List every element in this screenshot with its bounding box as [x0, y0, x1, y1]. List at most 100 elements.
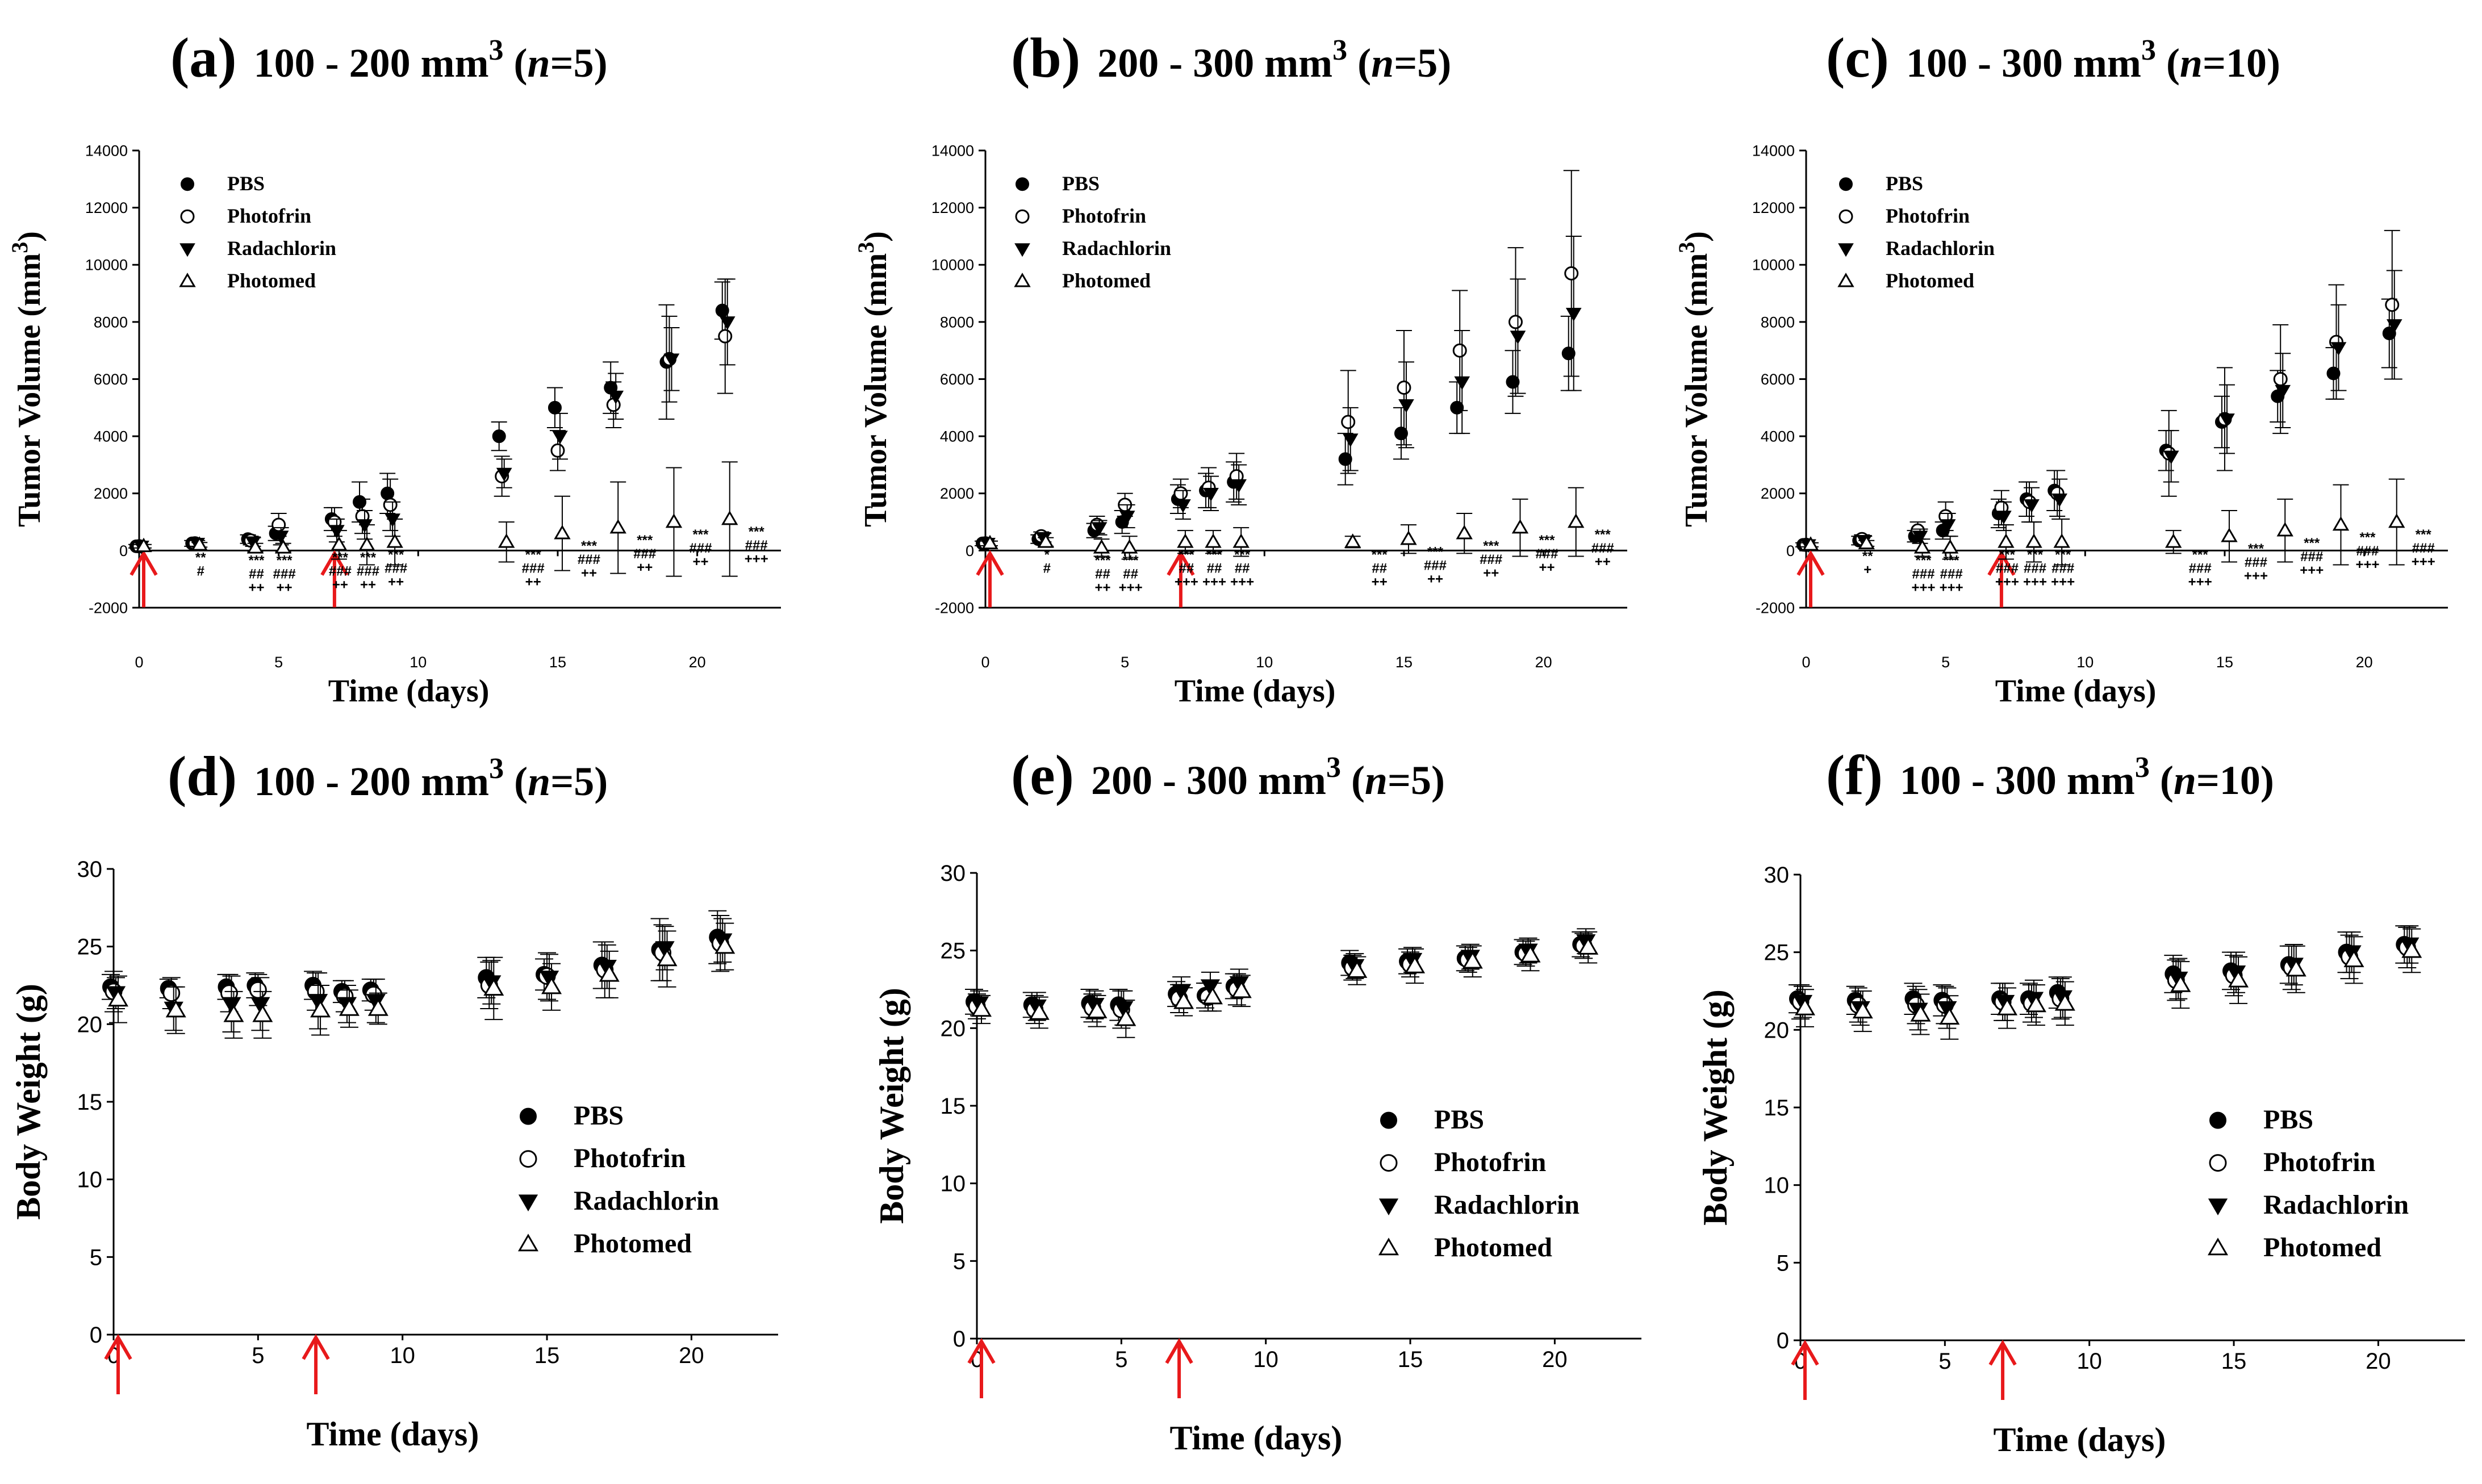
data-point-radachlorin	[1912, 530, 1928, 545]
significance-mark: ##	[1235, 561, 1250, 576]
data-point-photomed	[367, 998, 388, 1016]
y-tick-label: 0	[119, 542, 128, 559]
x-tick-label: 15	[549, 654, 566, 671]
significance-mark: ###	[2300, 549, 2323, 565]
significance-mark: ***	[2192, 547, 2209, 562]
y-tick-label: 4000	[1761, 428, 1795, 445]
significance-mark: *	[1044, 547, 1050, 562]
legend-entry: Radachlorin	[1062, 237, 1171, 260]
data-point-photofrin	[383, 498, 398, 512]
data-point-radachlorin	[552, 430, 568, 445]
data-point-photomed	[2221, 528, 2238, 542]
x-tick-label: 5	[252, 1343, 264, 1368]
x-tick-label: 15	[1395, 654, 1413, 671]
data-point-radachlorin	[1114, 1001, 1134, 1018]
data-point-photomed	[1121, 539, 1138, 554]
legend-entry: Photomed	[1434, 1232, 1552, 1263]
data-point-radachlorin	[1940, 519, 1956, 533]
legend-marker-pbs	[1380, 1111, 1397, 1129]
y-tick-label: 30	[941, 861, 966, 886]
data-point-photomed	[498, 533, 515, 548]
data-point-photofrin	[1173, 486, 1188, 501]
series-photofrin	[977, 170, 1580, 551]
data-point-photomed	[1037, 533, 1054, 548]
series-radachlorin	[1792, 925, 2420, 1031]
data-point-photomed	[2388, 513, 2405, 528]
data-point-photomed	[2343, 949, 2364, 968]
data-point-photofrin	[550, 443, 565, 458]
series-photofrin	[1791, 926, 2417, 1025]
significance-mark: ###	[1535, 546, 1558, 562]
x-axis-label: Time (days)	[1995, 674, 2157, 709]
treatment-arrow-head	[129, 550, 158, 576]
y-tick-label: 12000	[1752, 199, 1795, 216]
data-point-radachlorin	[1510, 331, 1526, 345]
legend-marker-photomed	[1014, 273, 1031, 287]
y-axis-label: Tumor Volume (mm3)	[7, 231, 47, 527]
data-point-photomed	[107, 989, 129, 1007]
series-photofrin	[105, 915, 730, 1013]
data-point-photomed	[1997, 997, 2018, 1015]
significance-mark: ++	[249, 580, 265, 595]
data-point-photomed	[971, 999, 992, 1017]
data-point-photomed	[981, 534, 998, 550]
y-axis-label: Body Weight (g)	[10, 984, 47, 1220]
legend-entry: Radachlorin	[1886, 237, 1995, 260]
x-tick-label: 15	[2216, 654, 2233, 671]
y-tick-label: 8000	[1761, 313, 1795, 331]
y-tick-label: 20	[941, 1016, 966, 1041]
y-tick-label: 4000	[94, 428, 128, 445]
data-point-radachlorin	[2024, 499, 2040, 513]
significance-mark: ***	[2359, 530, 2376, 545]
significance-mark: ***	[1916, 553, 1932, 568]
data-point-photomed	[1202, 986, 1223, 1005]
significance-mark: ###	[385, 561, 407, 576]
legend-marker-pbs	[2209, 1111, 2226, 1129]
data-point-radachlorin	[539, 971, 559, 988]
legend-entry: Photofrin	[1434, 1147, 1546, 1177]
series-radachlorin	[1800, 270, 2402, 553]
data-point-photomed	[1173, 991, 1194, 1009]
significance-mark: ++	[1427, 571, 1443, 587]
y-tick-label: 15	[941, 1094, 966, 1119]
x-tick-label: 10	[390, 1343, 415, 1368]
data-point-photofrin	[718, 329, 733, 344]
x-tick-label: 20	[2356, 654, 2373, 671]
data-point-radachlorin	[1091, 522, 1108, 536]
significance-mark: ++	[637, 560, 653, 575]
data-point-photomed	[339, 998, 360, 1016]
series-pbs	[975, 315, 1577, 550]
x-axis-label: Time (days)	[306, 1415, 479, 1453]
data-point-photomed	[358, 536, 375, 551]
series-photomed	[135, 461, 738, 577]
data-point-photomed	[246, 539, 264, 554]
significance-mark: +++	[2188, 574, 2212, 590]
series-radachlorin	[980, 235, 1582, 551]
treatment-arrow-head	[967, 1338, 996, 1364]
legend-entry: Radachlorin	[227, 237, 336, 260]
y-tick-label: 6000	[940, 371, 974, 388]
data-point-photomed	[2025, 994, 2046, 1013]
significance-mark: ***	[581, 538, 597, 554]
significance-mark: ***	[1372, 547, 1388, 562]
significance-mark: ***	[360, 550, 377, 565]
data-point-photomed	[1029, 1002, 1050, 1020]
x-tick-label: 10	[410, 654, 427, 671]
panel-a: (a) 100 - 200 mm3 (n=5) -2000 0 2000 4000 6000…	[7, 26, 781, 709]
x-tick-label: 10	[1256, 654, 1273, 671]
significance-mark: ###	[2412, 541, 2435, 556]
series-photomed	[1794, 928, 2422, 1040]
legend-entry: Photofrin	[1886, 204, 1970, 227]
significance-mark: ###	[1591, 541, 1614, 556]
data-point-pbs	[492, 429, 506, 444]
panel-title: (e) 200 - 300 mm3 (n=5)	[1011, 743, 1445, 806]
y-axis-label: Body Weight (g)	[873, 988, 910, 1224]
legend-marker-photofrin	[180, 209, 195, 224]
significance-mark: ##	[1123, 566, 1138, 582]
data-point-photomed	[483, 978, 504, 996]
treatment-arrow-head	[1987, 550, 2016, 576]
series-pbs	[102, 910, 727, 1004]
legend-entry: Radachlorin	[1434, 1190, 1580, 1220]
